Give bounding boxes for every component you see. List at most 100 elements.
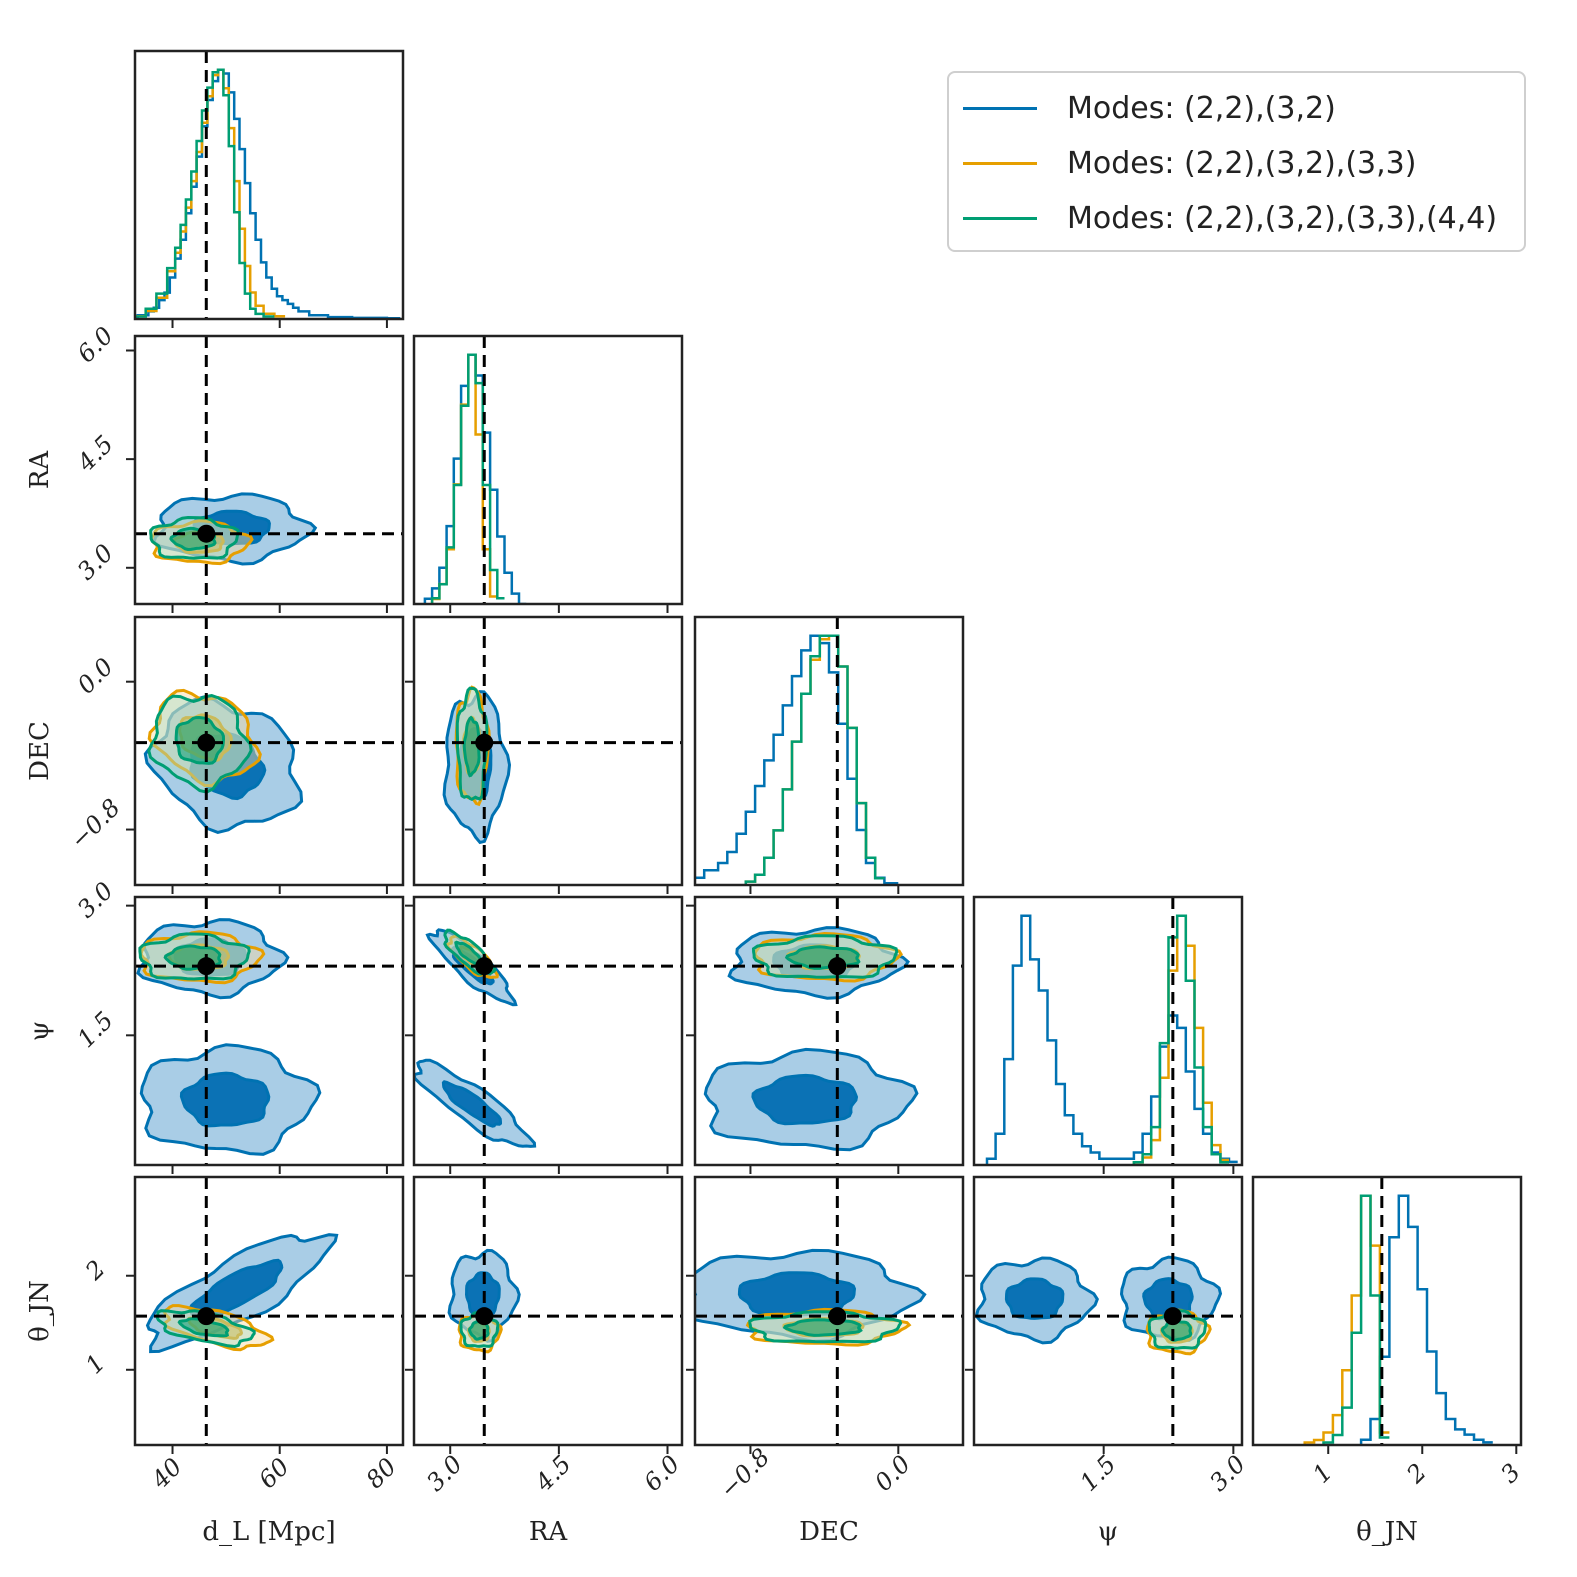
panel-theta-vs-DEC <box>686 1175 965 1454</box>
panel-content <box>414 617 682 885</box>
panel-theta-vs-psi <box>965 1175 1244 1454</box>
panel-content <box>985 897 1238 1165</box>
x-axis-label-RA: RA <box>529 1517 569 1547</box>
panel-content <box>135 336 403 604</box>
panel-content <box>414 897 682 1165</box>
contour-inner <box>177 1317 230 1338</box>
panel-psi-vs-DEC <box>686 895 965 1174</box>
marginal-panel-theta <box>1251 1175 1523 1454</box>
panel-frame <box>412 334 684 606</box>
legend-label: Modes: (2,2),(3,2),(3,3),(4,4) <box>1067 200 1498 236</box>
panel-frame <box>133 1175 405 1447</box>
contour-inner <box>441 1080 502 1128</box>
panel-content <box>135 1177 403 1445</box>
y-axis-label-psi: ψ <box>25 1021 55 1041</box>
panel-content <box>695 1177 963 1445</box>
legend: Modes: (2,2),(3,2) Modes: (2,2),(3,2),(3… <box>947 71 1526 252</box>
panel-frame <box>693 895 965 1167</box>
truth-point <box>197 524 216 543</box>
truth-point <box>828 1307 847 1326</box>
panel-frame <box>133 49 405 321</box>
y-tick-label: 6.0 <box>72 321 119 368</box>
contour-inner <box>454 940 483 967</box>
panel-content <box>974 1177 1242 1445</box>
panel-frame <box>133 895 405 1167</box>
panel-frame <box>1251 1175 1523 1447</box>
contour-inner <box>462 715 481 778</box>
panel-DEC-vs-dL <box>126 615 405 894</box>
truth-point <box>475 1307 494 1326</box>
x-tick-label: −0.8 <box>714 1443 775 1504</box>
x-tick-label: 3 <box>1495 1458 1526 1489</box>
legend-item: Modes: (2,2),(3,2),(3,3) <box>963 143 1416 183</box>
marginal-panel-psi <box>972 895 1244 1174</box>
panel-DEC-vs-RA <box>405 615 684 894</box>
panel-content <box>695 617 899 885</box>
histogram-step <box>430 353 505 604</box>
x-tick-label: 1.5 <box>1075 1450 1122 1497</box>
x-tick-label: 80 <box>361 1453 402 1494</box>
y-tick-label: 3.0 <box>72 539 119 586</box>
histogram-step <box>135 68 275 319</box>
contour-inner <box>751 1073 859 1126</box>
x-tick-label: 3.0 <box>1204 1450 1251 1497</box>
panel-frame <box>412 615 684 887</box>
marginal-panel-dL <box>133 49 405 328</box>
y-axis-label-DEC: DEC <box>25 721 55 781</box>
y-tick-label: −0.8 <box>65 793 126 854</box>
y-tick-label: 1 <box>80 1349 111 1380</box>
panel-content <box>423 336 527 604</box>
y-axis-label-theta: θ_JN <box>25 1280 55 1342</box>
y-tick-label: 3.0 <box>72 877 119 924</box>
panel-frame <box>693 1175 965 1447</box>
truth-point <box>828 957 847 976</box>
truth-point <box>1163 1307 1182 1326</box>
panel-frame <box>972 1175 1244 1447</box>
contour-inner <box>1160 1318 1193 1342</box>
legend-swatch-orange <box>963 161 1037 165</box>
legend-swatch-green <box>963 216 1037 220</box>
truth-point <box>197 733 216 752</box>
marginal-panel-DEC <box>693 615 965 894</box>
contour-inner <box>179 1071 271 1128</box>
contour-inner <box>188 1258 284 1320</box>
y-tick-label: 4.5 <box>71 430 118 477</box>
legend-swatch-blue <box>963 106 1037 110</box>
x-tick-label: 4.5 <box>529 1450 576 1497</box>
panel-content <box>135 897 403 1165</box>
contour-inner <box>782 1318 863 1337</box>
panel-content <box>414 1177 682 1445</box>
legend-label: Modes: (2,2),(3,2) <box>1067 90 1336 126</box>
marginal-panel-RA <box>412 334 684 613</box>
y-axis-label-RA: RA <box>25 450 55 490</box>
histogram-step <box>695 634 899 885</box>
x-tick-label: 60 <box>253 1453 294 1494</box>
truth-point <box>197 957 216 976</box>
truth-point <box>475 733 494 752</box>
y-tick-label: 1.5 <box>72 1006 119 1053</box>
histogram-step <box>1322 1194 1390 1445</box>
histogram-step <box>135 68 286 319</box>
contour-inner <box>1004 1277 1065 1320</box>
x-axis-label-dL: d_L [Mpc] <box>202 1517 335 1547</box>
x-tick-label: 1 <box>1307 1458 1338 1489</box>
panel-frame <box>412 895 684 1167</box>
panel-frame <box>412 1175 684 1447</box>
histogram-step <box>985 914 1238 1165</box>
legend-item: Modes: (2,2),(3,2),(3,3),(4,4) <box>963 198 1497 238</box>
x-axis-label-psi: ψ <box>1098 1517 1118 1547</box>
panel-content <box>695 897 963 1165</box>
y-tick-label: 2 <box>79 1255 110 1286</box>
truth-point <box>475 957 494 976</box>
histogram-step <box>135 68 401 319</box>
panel-theta-vs-RA <box>405 1175 684 1454</box>
x-axis-label-theta: θ_JN <box>1356 1517 1418 1547</box>
x-tick-label: 3.0 <box>421 1450 468 1497</box>
histogram-step <box>1132 914 1229 1165</box>
panel-RA-vs-dL <box>126 334 405 613</box>
panel-psi-vs-dL <box>126 895 405 1174</box>
panel-frame <box>693 615 965 887</box>
x-tick-label: 40 <box>145 1453 187 1495</box>
legend-label: Modes: (2,2),(3,2),(3,3) <box>1067 145 1417 181</box>
